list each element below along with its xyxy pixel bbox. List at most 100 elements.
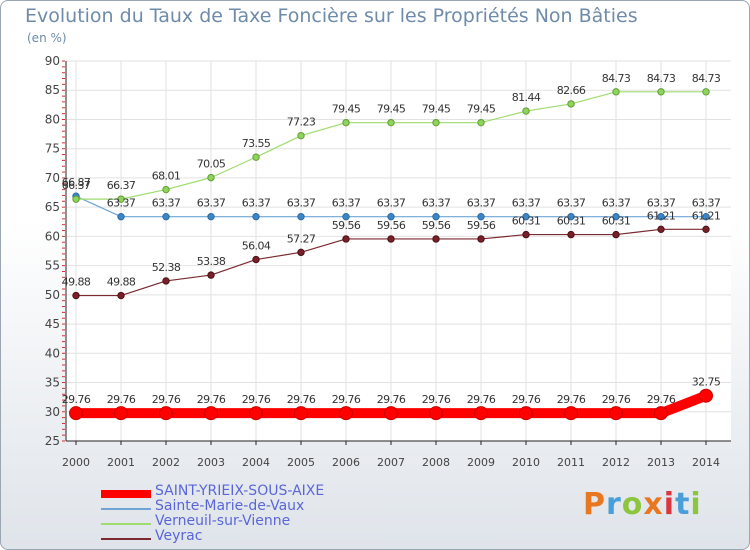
data-point	[474, 406, 488, 421]
data-point	[519, 406, 533, 421]
data-label: 29.76	[62, 393, 91, 406]
data-label: 68.01	[152, 170, 181, 183]
legend-label: SAINT-YRIEIX-SOUS-AIXE	[155, 483, 325, 499]
data-point	[342, 212, 350, 221]
data-point	[342, 235, 350, 243]
data-label: 84.73	[692, 72, 721, 85]
logo-letter: x	[643, 487, 664, 522]
data-point	[114, 406, 128, 421]
data-point	[522, 230, 530, 239]
data-label: 63.37	[377, 197, 406, 210]
data-point	[297, 248, 305, 257]
data-label: 29.76	[197, 393, 226, 406]
data-label: 59.56	[422, 219, 451, 232]
data-point	[249, 406, 263, 421]
legend-swatch	[101, 538, 151, 540]
data-point	[432, 235, 440, 243]
data-label: 63.37	[242, 197, 271, 210]
y-tick-label: 40	[45, 346, 60, 360]
data-point	[294, 406, 308, 421]
data-label: 61.21	[692, 209, 721, 222]
data-label: 82.66	[557, 84, 586, 97]
y-tick-label: 85	[45, 83, 60, 97]
data-point	[702, 212, 710, 221]
data-label: 63.37	[107, 197, 136, 210]
legend-swatch	[101, 490, 151, 498]
data-point	[297, 131, 305, 140]
x-tick-label: 2008	[422, 456, 450, 469]
data-point	[522, 212, 530, 221]
y-tick-label: 60	[45, 229, 60, 243]
y-tick-label: 90	[45, 54, 60, 68]
y-tick-label: 35	[45, 376, 60, 390]
data-point	[117, 291, 125, 300]
data-label: 60.31	[512, 215, 541, 228]
data-point	[252, 153, 260, 161]
data-label: 63.37	[467, 197, 496, 210]
data-point	[72, 195, 80, 203]
x-tick-label: 2007	[377, 456, 405, 469]
data-label: 29.76	[152, 393, 181, 406]
data-label: 29.76	[332, 393, 361, 406]
data-label: 29.76	[242, 393, 271, 406]
logo-letter: P	[583, 487, 606, 522]
y-tick-label: 50	[45, 288, 60, 302]
data-point	[297, 212, 305, 221]
data-label: 73.55	[242, 137, 271, 150]
data-point	[339, 406, 353, 421]
data-point	[564, 406, 578, 421]
x-tick-label: 2003	[197, 456, 225, 469]
data-point	[162, 185, 170, 194]
data-label: 49.88	[62, 276, 91, 289]
logo-letter: t	[675, 487, 691, 522]
x-tick-label: 2006	[332, 456, 360, 469]
data-point	[204, 406, 218, 421]
data-label: 63.37	[647, 197, 676, 210]
data-label: 63.37	[422, 197, 451, 210]
data-point	[432, 118, 440, 127]
data-label: 63.37	[692, 197, 721, 210]
data-label: 79.45	[377, 103, 406, 116]
legend-swatch	[101, 508, 151, 510]
data-point	[387, 118, 395, 127]
data-point	[567, 100, 575, 108]
x-tick-label: 2001	[107, 456, 135, 469]
x-tick-label: 2013	[647, 456, 675, 469]
data-label: 49.88	[107, 276, 136, 289]
data-label: 66.37	[107, 179, 136, 192]
plot-area	[66, 61, 731, 441]
x-tick-label: 2011	[557, 456, 585, 469]
data-point	[207, 212, 215, 221]
data-point	[522, 107, 530, 115]
data-point	[117, 212, 125, 221]
data-label: 63.37	[152, 197, 181, 210]
y-tick-label: 75	[45, 142, 60, 156]
unit-label: (en %)	[27, 31, 67, 45]
data-label: 29.76	[107, 393, 136, 406]
data-label: 29.76	[557, 393, 586, 406]
data-point	[162, 277, 170, 285]
y-tick-label: 70	[45, 171, 60, 185]
data-label: 29.76	[512, 393, 541, 406]
data-label: 70.05	[197, 158, 226, 171]
data-point	[384, 406, 398, 421]
data-label: 60.31	[557, 215, 586, 228]
data-label: 63.37	[332, 197, 361, 210]
data-point	[159, 406, 173, 421]
x-tick-label: 2000	[62, 456, 90, 469]
data-label: 63.37	[557, 197, 586, 210]
data-point	[657, 225, 665, 234]
legend-label: Sainte-Marie-de-Vaux	[155, 498, 305, 514]
data-point	[567, 230, 575, 239]
data-point	[252, 212, 260, 221]
data-label: 79.45	[467, 103, 496, 116]
data-label: 29.76	[602, 393, 631, 406]
data-point	[702, 225, 710, 234]
data-point	[117, 195, 125, 203]
x-tick-label: 2010	[512, 456, 540, 469]
data-label: 59.56	[467, 219, 496, 232]
chart-title: Evolution du Taux de Taxe Foncière sur l…	[25, 5, 638, 27]
data-point	[477, 235, 485, 243]
data-point	[657, 88, 665, 96]
